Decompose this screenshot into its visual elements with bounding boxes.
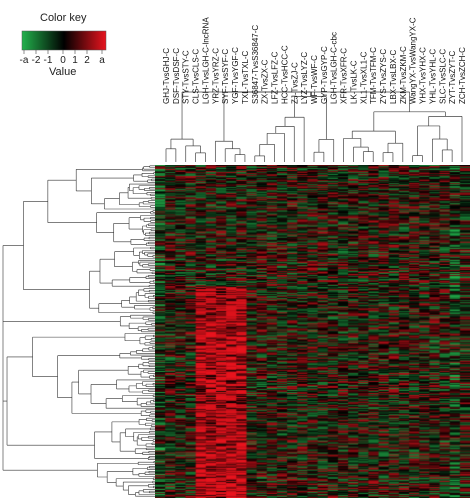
column-label: YHX-TvsYHX-C xyxy=(419,47,428,104)
color-key-tick-label: 0 xyxy=(60,55,66,66)
column-label: XFR-TvsXFR-C xyxy=(340,48,349,104)
column-label: SYF-TvsSYF-C xyxy=(221,49,230,104)
color-key-tick-label: -a xyxy=(20,55,29,66)
column-label: ZYS-TvsZYS-C xyxy=(379,49,388,104)
column-label: WangYX-TvsWangYX-C xyxy=(409,17,418,104)
color-key: Color key -a -2 -1 0 1 2 a Value xyxy=(20,12,107,78)
column-label: S36847-TvsS36847-C xyxy=(251,25,260,104)
column-dendrogram xyxy=(165,91,463,162)
color-key-bar xyxy=(21,30,107,51)
color-key-axis-label: Value xyxy=(49,66,76,78)
heatmap-matrix xyxy=(155,165,470,498)
column-label: TFM-TvsTFM-C xyxy=(369,47,378,104)
column-label: ZYT-TvsZYT-C xyxy=(448,50,457,104)
column-label: LBX-TvsLBX-C xyxy=(389,50,398,104)
color-key-tick-label: a xyxy=(99,55,105,66)
color-key-title: Color key xyxy=(40,12,87,24)
column-label: LK-TvsLK-C xyxy=(349,60,358,104)
column-label: ZCH-TvsZCH-C xyxy=(458,47,467,104)
color-key-tick-label: 1 xyxy=(72,55,78,66)
column-label: HCC-TvsHCC-C xyxy=(280,45,289,104)
color-key-tick-label: -2 xyxy=(32,55,41,66)
column-label: YGF-TvsYGF-C xyxy=(231,47,240,104)
column-labels: GHJ-TvsGHJ-C DSF-TvsDSF-C STY-TvsSTY-C CLS-… xyxy=(162,17,467,104)
column-label: GHJ-TvsGHJ-C xyxy=(162,48,171,104)
row-dendrogram-branches xyxy=(2,165,155,497)
column-label: YHL-TvsYHL-C xyxy=(428,49,437,104)
column-label: LGH-TvsLGH-C-cbc xyxy=(330,32,339,104)
row-dendrogram xyxy=(2,165,155,497)
column-label: LYZ-TvsLYZ-C xyxy=(300,52,309,104)
column-label: LGH-TvsLGH-C-lncRNA xyxy=(201,17,210,104)
column-label: SLC-TvsSLC-C xyxy=(438,49,447,104)
column-label: XL1-TvsXL1-C xyxy=(359,51,368,104)
column-label: GYP-TvsGYP-C xyxy=(320,46,329,104)
column-label: ZJ-TvsZJ-C xyxy=(290,62,299,104)
column-label: WF-TvsWF-C xyxy=(310,55,319,104)
color-key-ticks: -a -2 -1 0 1 2 a xyxy=(20,50,105,66)
color-key-tick-label: 2 xyxy=(84,55,90,66)
color-key-tick-label: -1 xyxy=(44,55,53,66)
column-label: ZKM-TvsZKM-C xyxy=(399,46,408,104)
column-label: STY-TvsSTY-C xyxy=(182,50,191,104)
column-label: ZX-TvsZX-C xyxy=(261,59,270,104)
column-label: TXL-TvsTXL-C xyxy=(241,50,250,104)
column-label: DSF-TvsDSF-C xyxy=(172,48,181,104)
column-label: LFZ-TvsLFZ-C xyxy=(271,51,280,104)
column-label: YRZ-TvsYRZ-C xyxy=(211,48,220,104)
column-label: CLS-TvsCLS-C xyxy=(192,49,201,104)
